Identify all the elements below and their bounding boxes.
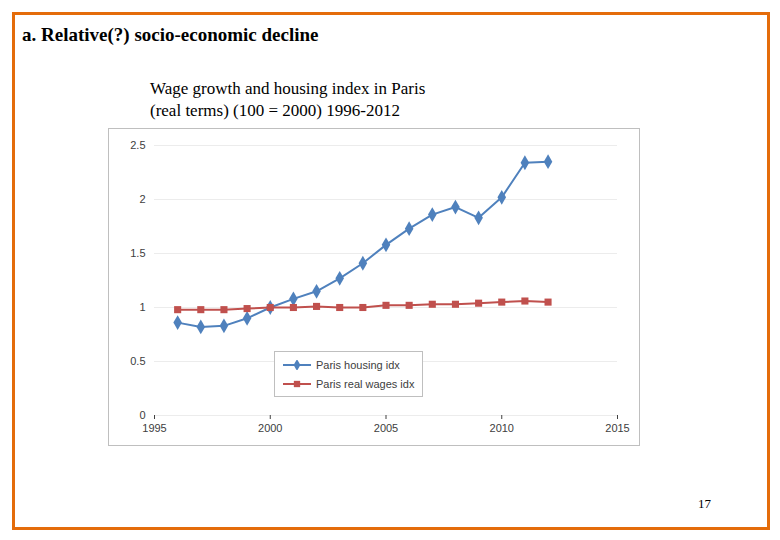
- html-text:(real terms) (100 = 2000) 1996: (real terms) (100 = 2000) 1996-2012: [150, 101, 400, 120]
- svg-text:2010: 2010: [490, 422, 514, 434]
- html-text:17: 17: [698, 496, 711, 511]
- html-text:Paris real wages idx: Paris real wages idx: [316, 377, 415, 390]
- svg-text:1995: 1995: [142, 422, 166, 434]
- svg-text:2000: 2000: [258, 422, 282, 434]
- svg-text:2005: 2005: [374, 422, 398, 434]
- svg-text:0: 0: [139, 409, 145, 421]
- svg-text:2: 2: [139, 193, 145, 205]
- svg-text:2015: 2015: [605, 422, 629, 434]
- svg-text:1: 1: [139, 301, 145, 313]
- html-text:Paris housing idx: Paris housing idx: [316, 358, 400, 371]
- html-text:Wage growth and housing index: Wage growth and housing index in Paris: [150, 79, 426, 98]
- svg-text:2.5: 2.5: [130, 139, 145, 151]
- html-text:a. Relative(?) socio-economic: a. Relative(?) socio-economic decline: [22, 24, 319, 45]
- svg-text:1.5: 1.5: [130, 247, 145, 259]
- svg-text:0.5: 0.5: [130, 355, 145, 367]
